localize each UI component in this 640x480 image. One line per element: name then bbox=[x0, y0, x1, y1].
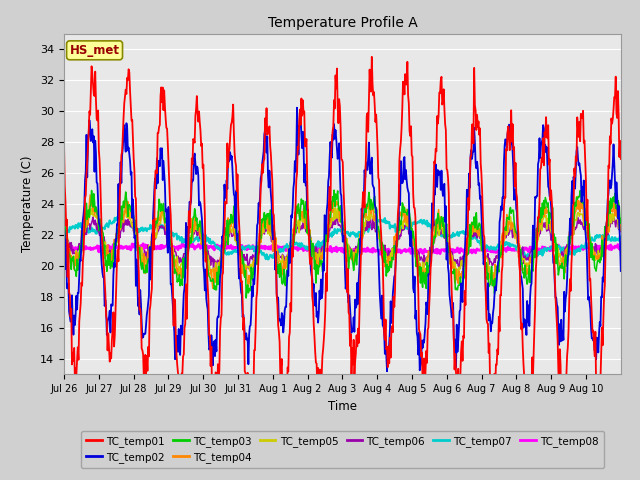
TC_temp04 bbox=[209, 286, 217, 291]
TC_temp07 bbox=[617, 236, 625, 241]
TC_temp05 bbox=[432, 225, 440, 231]
TC_temp04 bbox=[433, 218, 440, 224]
TC_temp04 bbox=[401, 212, 409, 218]
TC_temp03 bbox=[277, 266, 285, 272]
TC_temp05 bbox=[276, 258, 284, 264]
TC_temp03 bbox=[125, 202, 133, 207]
TC_temp07 bbox=[433, 230, 440, 236]
TC_temp01 bbox=[433, 148, 440, 154]
TC_temp05 bbox=[365, 205, 372, 211]
TC_temp02 bbox=[125, 152, 133, 157]
TC_temp08 bbox=[256, 244, 264, 250]
Title: Temperature Profile A: Temperature Profile A bbox=[268, 16, 417, 30]
TC_temp02 bbox=[433, 168, 440, 174]
TC_temp06 bbox=[89, 214, 97, 220]
TC_temp02 bbox=[228, 153, 236, 159]
TC_temp02 bbox=[255, 203, 263, 209]
Line: TC_temp01: TC_temp01 bbox=[64, 57, 621, 424]
Line: TC_temp02: TC_temp02 bbox=[64, 108, 621, 371]
TC_temp07 bbox=[264, 256, 272, 262]
TC_temp02 bbox=[401, 177, 409, 182]
Line: TC_temp03: TC_temp03 bbox=[64, 190, 621, 298]
TC_temp02 bbox=[60, 224, 68, 230]
TC_temp08 bbox=[277, 244, 285, 250]
TC_temp01 bbox=[368, 54, 376, 60]
TC_temp07 bbox=[126, 221, 134, 227]
TC_temp01 bbox=[228, 120, 236, 125]
TC_temp02 bbox=[617, 268, 625, 274]
TC_temp02 bbox=[383, 368, 391, 374]
TC_temp04 bbox=[278, 262, 285, 268]
TC_temp07 bbox=[278, 247, 285, 252]
TC_temp08 bbox=[228, 246, 236, 252]
TC_temp07 bbox=[401, 225, 409, 230]
TC_temp04 bbox=[229, 216, 237, 221]
TC_temp01 bbox=[617, 156, 625, 162]
TC_temp01 bbox=[277, 365, 285, 371]
TC_temp04 bbox=[126, 207, 134, 213]
TC_temp02 bbox=[276, 317, 284, 323]
TC_temp06 bbox=[617, 228, 625, 234]
TC_temp05 bbox=[401, 217, 408, 223]
TC_temp04 bbox=[257, 240, 264, 245]
Text: HS_met: HS_met bbox=[70, 44, 120, 57]
TC_temp03 bbox=[60, 209, 68, 215]
TC_temp03 bbox=[256, 228, 264, 234]
TC_temp06 bbox=[229, 232, 237, 238]
TC_temp07 bbox=[60, 228, 68, 234]
TC_temp06 bbox=[433, 233, 440, 239]
Line: TC_temp07: TC_temp07 bbox=[64, 217, 621, 259]
Line: TC_temp08: TC_temp08 bbox=[64, 243, 621, 255]
TC_temp08 bbox=[617, 245, 625, 251]
TC_temp08 bbox=[432, 247, 440, 253]
TC_temp01 bbox=[256, 210, 264, 216]
TC_temp07 bbox=[256, 249, 264, 255]
TC_temp05 bbox=[490, 277, 497, 283]
TC_temp06 bbox=[126, 223, 134, 229]
TC_temp03 bbox=[228, 214, 236, 220]
X-axis label: Time: Time bbox=[328, 400, 357, 413]
TC_temp06 bbox=[210, 266, 218, 272]
Line: TC_temp05: TC_temp05 bbox=[64, 208, 621, 280]
TC_temp04 bbox=[122, 192, 129, 198]
TC_temp06 bbox=[257, 231, 264, 237]
TC_temp03 bbox=[433, 216, 440, 222]
Y-axis label: Temperature (C): Temperature (C) bbox=[22, 156, 35, 252]
TC_temp08 bbox=[179, 240, 186, 246]
TC_temp03 bbox=[617, 216, 625, 221]
TC_temp03 bbox=[243, 295, 250, 301]
TC_temp08 bbox=[125, 244, 133, 250]
Line: TC_temp04: TC_temp04 bbox=[64, 195, 621, 288]
TC_temp03 bbox=[401, 209, 409, 215]
TC_temp05 bbox=[125, 209, 133, 215]
TC_temp01 bbox=[60, 139, 68, 144]
TC_temp05 bbox=[60, 227, 68, 232]
TC_temp04 bbox=[60, 226, 68, 231]
TC_temp07 bbox=[114, 215, 122, 220]
TC_temp07 bbox=[228, 249, 236, 254]
TC_temp05 bbox=[228, 229, 236, 235]
TC_temp01 bbox=[125, 70, 133, 75]
Legend: TC_temp01, TC_temp02, TC_temp03, TC_temp04, TC_temp05, TC_temp06, TC_temp07, TC_: TC_temp01, TC_temp02, TC_temp03, TC_temp… bbox=[81, 431, 604, 468]
TC_temp08 bbox=[461, 252, 468, 258]
TC_temp02 bbox=[293, 105, 301, 110]
TC_temp03 bbox=[330, 187, 338, 193]
TC_temp05 bbox=[617, 226, 625, 232]
TC_temp04 bbox=[617, 216, 625, 222]
TC_temp06 bbox=[278, 256, 285, 262]
TC_temp05 bbox=[255, 237, 263, 243]
TC_temp08 bbox=[60, 246, 68, 252]
TC_temp06 bbox=[60, 231, 68, 237]
Line: TC_temp06: TC_temp06 bbox=[64, 217, 621, 269]
TC_temp01 bbox=[243, 421, 251, 427]
TC_temp06 bbox=[401, 224, 409, 230]
TC_temp08 bbox=[401, 247, 408, 252]
TC_temp01 bbox=[401, 71, 409, 77]
